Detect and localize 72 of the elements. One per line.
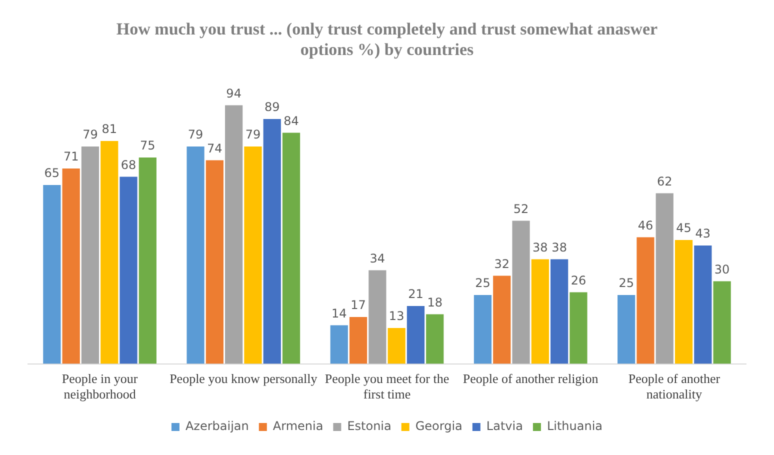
data-label: 18 (427, 295, 443, 310)
legend-label: Lithuania (546, 419, 603, 434)
data-label: 21 (408, 287, 424, 302)
data-label: 94 (226, 86, 242, 100)
data-label: 45 (676, 221, 692, 236)
chart-title: How much you trust ... (only trust completely and trust somewhat anaswer options %) by countries (116, 20, 658, 59)
data-label: 26 (570, 273, 586, 288)
data-label: 43 (695, 226, 711, 241)
data-label: 14 (331, 306, 347, 320)
data-label: 62 (656, 174, 672, 188)
data-label: 81 (102, 122, 118, 136)
bar (550, 259, 568, 364)
bar (225, 105, 243, 364)
bar (512, 220, 530, 364)
bar (120, 176, 138, 364)
bar (674, 240, 693, 364)
bar (493, 276, 511, 364)
legend-label: Georgia (415, 419, 462, 434)
data-label: 38 (552, 240, 567, 254)
data-label: 38 (532, 240, 548, 254)
bar (636, 237, 654, 364)
data-label: 32 (494, 256, 510, 271)
bar (618, 295, 636, 364)
bar (43, 185, 61, 364)
data-label: 89 (264, 100, 280, 114)
data-label: 79 (188, 128, 204, 142)
data-label: 79 (82, 128, 98, 142)
x-tick-label: People of another religion (462, 371, 599, 386)
x-tick-label: People in your neighborhood (62, 371, 138, 402)
legend-label: Armenia (272, 419, 324, 434)
data-label: 25 (618, 276, 634, 290)
bar (282, 132, 300, 364)
bar (388, 328, 406, 364)
data-label: 79 (245, 128, 261, 142)
data-label: 74 (207, 141, 222, 156)
bar (330, 325, 348, 364)
bar (100, 141, 118, 364)
bar (81, 146, 100, 364)
data-label: 65 (44, 166, 60, 180)
bar (656, 193, 674, 364)
x-tick-label: People of another nationality (628, 371, 721, 402)
legend-label: Estonia (347, 419, 392, 434)
legend-label: Latvia (486, 419, 523, 434)
bar (263, 119, 281, 364)
bar (713, 281, 731, 364)
bar (694, 246, 712, 364)
data-label: 25 (475, 276, 490, 290)
data-label: 68 (120, 158, 136, 172)
bar (62, 168, 80, 364)
bar (349, 317, 368, 364)
x-tick-label: People you know personally (170, 371, 318, 386)
x-tick-label: People you meet for the first time (324, 371, 450, 402)
data-label: 75 (140, 138, 156, 153)
data-label: 52 (513, 202, 529, 216)
legend-label: Azerbaijan (185, 419, 249, 434)
bar (406, 306, 425, 364)
bar (570, 292, 588, 364)
data-label: 71 (63, 150, 79, 164)
bar (244, 146, 262, 364)
data-label: 13 (388, 309, 404, 324)
bar (531, 259, 549, 364)
bar (426, 314, 444, 364)
data-label: 17 (350, 298, 366, 312)
bar (368, 270, 386, 364)
bar (474, 295, 492, 364)
data-label: 34 (370, 251, 386, 266)
bar (186, 146, 204, 364)
data-label: 84 (284, 114, 299, 128)
bar (138, 158, 156, 364)
data-label: 30 (714, 262, 730, 276)
data-label: 46 (638, 218, 654, 232)
bar (206, 160, 224, 364)
